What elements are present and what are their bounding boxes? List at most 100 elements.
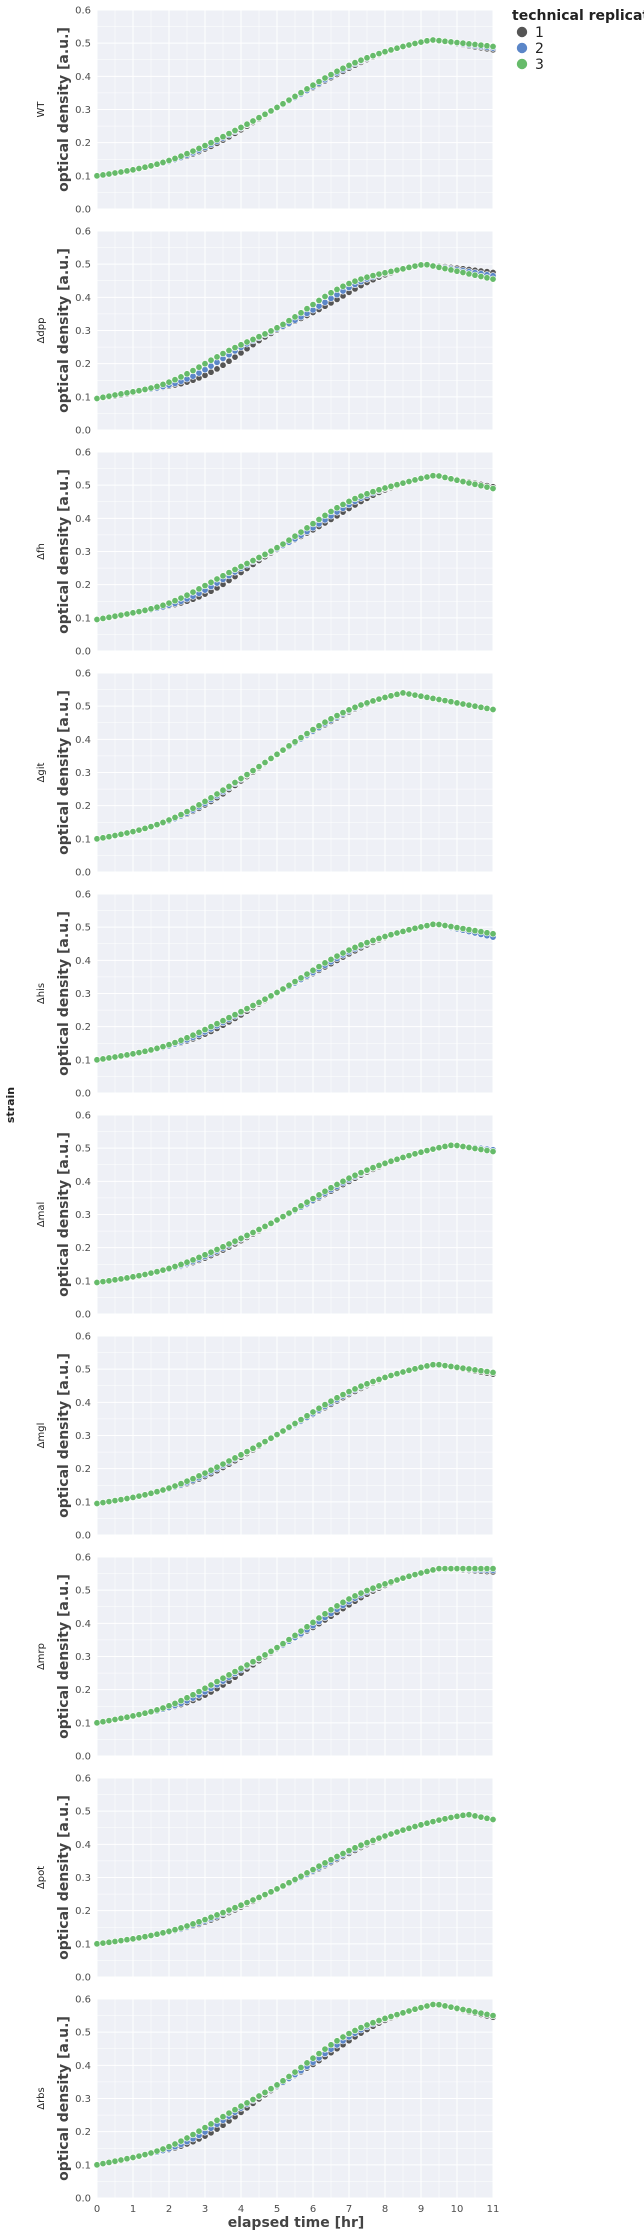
y-tick-label: 0.0 [75,1310,91,1321]
data-point [135,387,143,395]
data-point [279,1882,287,1890]
data-point [453,1565,461,1573]
y-tick-label: 0.1 [75,1497,91,1508]
data-point [393,929,401,937]
data-point [195,585,203,593]
data-point [297,2064,305,2072]
data-point [321,298,329,306]
data-point [165,1927,173,1935]
data-point [477,2009,485,2017]
data-point [375,1582,383,1590]
data-point [285,1209,293,1217]
data-point [369,52,377,60]
data-point [375,695,383,703]
data-point [255,1654,263,1662]
data-point [111,391,119,399]
data-point [195,1472,203,1480]
data-point [351,2027,359,2035]
data-point [99,1939,107,1947]
y-tick-label: 0.0 [75,647,91,658]
data-point [483,274,491,282]
data-point [315,1862,323,1870]
data-point [99,393,107,401]
data-point [333,1181,341,1189]
data-point [237,1234,245,1242]
data-point [165,2143,173,2151]
data-point [135,1711,143,1719]
y-tick-label: 0.3 [75,2094,91,2105]
data-point [345,946,353,954]
data-point [273,1216,281,1224]
data-point [117,390,125,398]
data-point [405,1152,413,1160]
data-point [465,1565,473,1573]
data-point [207,1466,215,1474]
x-tick-label: 8 [382,2204,388,2215]
data-point [387,1578,395,1586]
strain-label: Δgit [36,762,47,782]
y-axis-label: optical density [a.u.] [56,248,72,413]
data-point [309,81,317,89]
y-tick-label: 0.6 [75,1553,91,1564]
data-point [129,1273,137,1281]
data-point [429,1566,437,1574]
data-point [261,550,269,558]
data-point [333,1394,341,1402]
data-point [471,40,479,48]
data-point [249,767,257,775]
data-point [261,995,269,1003]
data-point [123,389,131,397]
data-point [285,1423,293,1431]
data-point [231,565,239,573]
data-point [105,613,113,621]
data-point [225,1671,233,1679]
data-point [417,2004,425,2012]
data-point [351,1171,359,1179]
data-point [327,289,335,297]
data-point [489,1816,497,1824]
data-point [321,959,329,967]
y-tick-label: 0.2 [75,1022,91,1033]
data-point [231,778,239,786]
legend-marker [516,42,528,54]
data-point [213,136,221,144]
data-point [297,89,305,97]
data-point [459,478,467,486]
data-point [219,572,227,580]
data-point [165,599,173,607]
data-point [435,1144,443,1152]
data-point [249,2096,257,2104]
data-point [357,56,365,64]
data-point [465,926,473,934]
data-point [165,157,173,165]
data-point [201,366,209,374]
data-point [483,1814,491,1822]
data-points [93,1565,497,1727]
data-point [213,1246,221,1254]
strain-label: Δmgl [36,1423,47,1449]
y-axis-label: optical density [a.u.] [56,1132,72,1297]
data-point [363,490,371,498]
data-point [381,932,389,940]
data-point [219,350,227,358]
data-point [279,746,287,754]
data-point [471,1812,479,1820]
data-point [141,385,149,393]
data-point [357,941,365,949]
data-point [111,1276,119,1284]
data-point [405,1366,413,1374]
data-point [417,923,425,931]
data-point [219,1017,227,1025]
y-tick-label: 0.6 [75,6,91,17]
data-point [441,1565,449,1573]
y-tick-label: 0.5 [75,1807,91,1818]
data-point [393,1828,401,1836]
data-point [147,1932,155,1940]
data-point [189,367,197,375]
data-point [411,476,419,484]
strain-label: Δpot [36,1866,47,1889]
data-point [339,2033,347,2041]
data-point [93,1279,101,1287]
